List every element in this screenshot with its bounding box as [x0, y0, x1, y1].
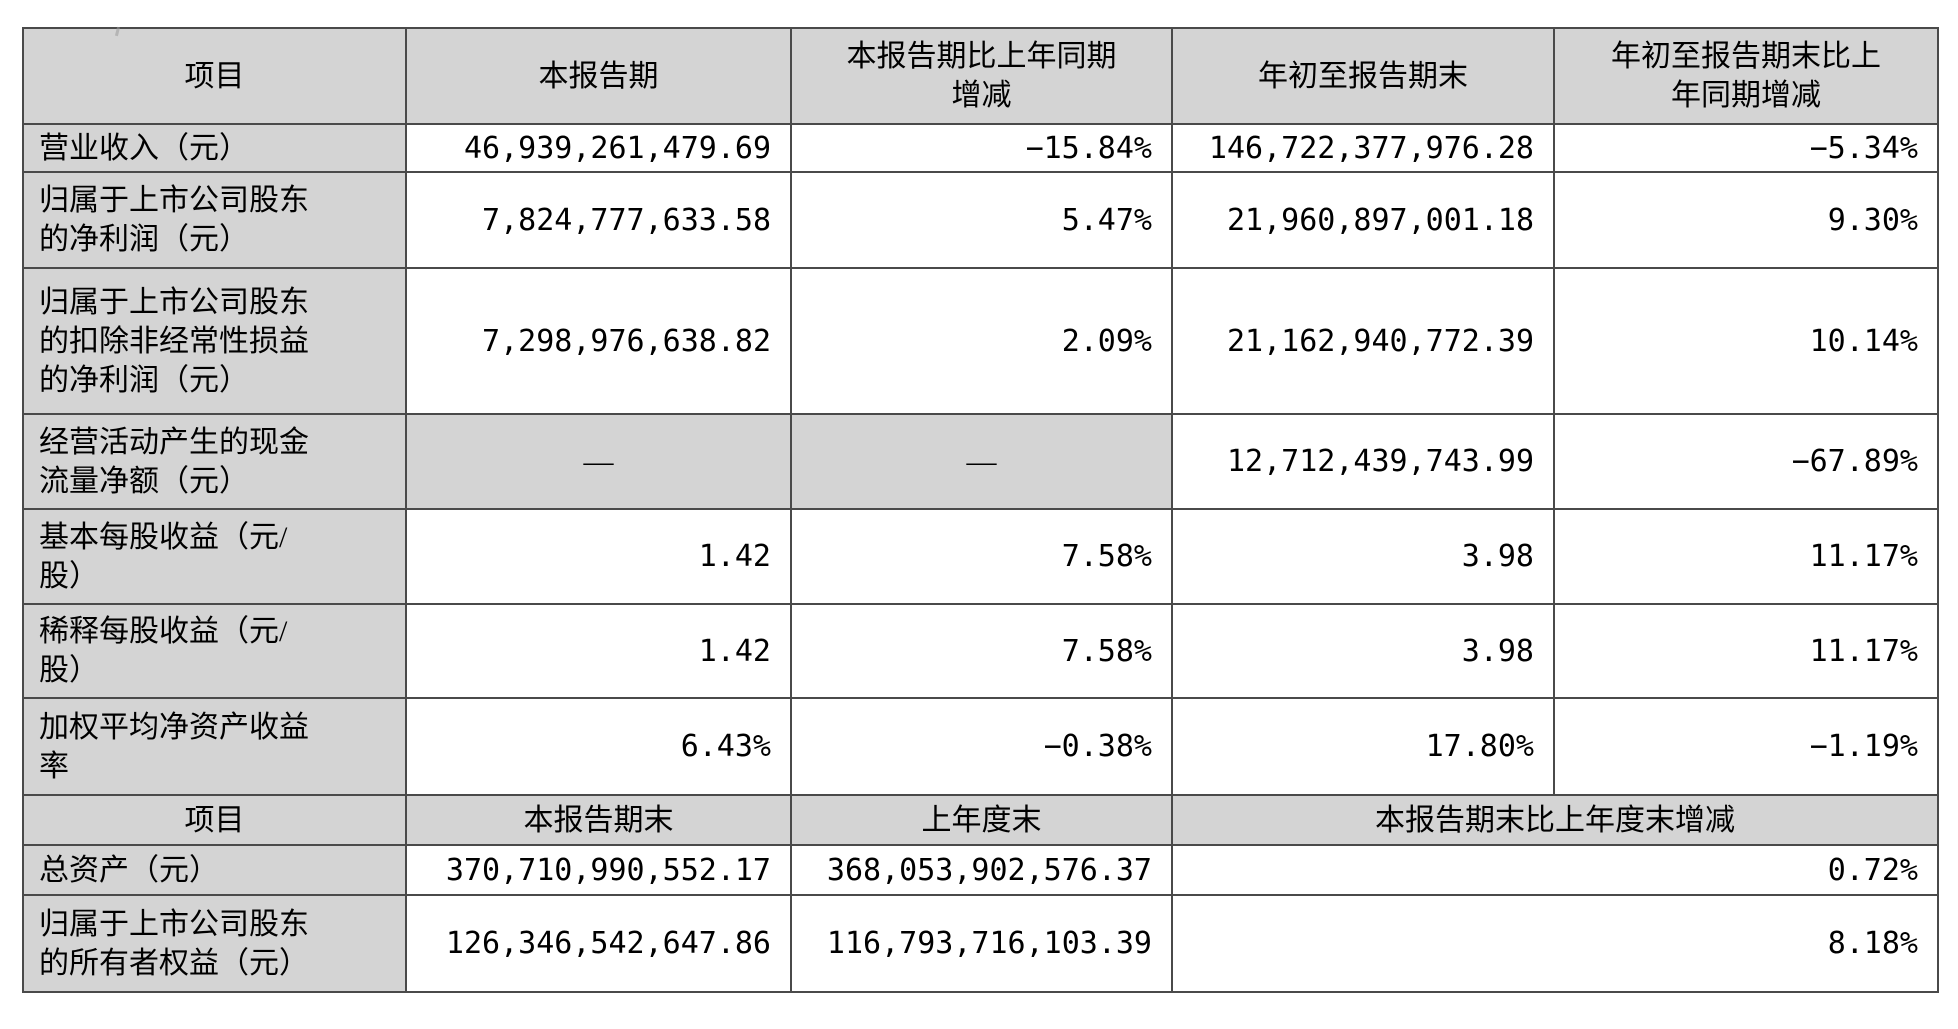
value-cell: 11.17%	[1553, 508, 1939, 605]
value-cell: 7.58%	[790, 603, 1173, 699]
column-header-cell: 年初至报告期末比上 年同期增减	[1553, 27, 1939, 125]
value-cell: 46,939,261,479.69	[405, 123, 792, 173]
column-header-cell: 上年度末	[790, 794, 1173, 846]
value-cell: 9.30%	[1553, 171, 1939, 269]
value-cell: 7,824,777,633.58	[405, 171, 792, 269]
value-cell: 8.18%	[1171, 894, 1939, 993]
table-row: 归属于上市公司股东 的所有者权益（元） 126,346,542,647.86 116…	[22, 894, 1939, 993]
value-cell: 5.47%	[790, 171, 1173, 269]
value-cell: 11.17%	[1553, 603, 1939, 699]
row-label-cell: 稀释每股收益（元/ 股）	[22, 603, 407, 699]
value-cell: 3.98	[1171, 508, 1555, 605]
value-cell: 116,793,716,103.39	[790, 894, 1173, 993]
table-row: 总资产（元） 370,710,990,552.17 368,053,902,576.…	[22, 844, 1939, 896]
row-label-cell: 营业收入（元）	[22, 123, 407, 173]
value-cell: 146,722,377,976.28	[1171, 123, 1555, 173]
value-cell: 3.98	[1171, 603, 1555, 699]
table-row: 归属于上市公司股东 的扣除非经常性损益 的净利润（元） 7,298,976,638…	[22, 267, 1939, 415]
value-cell: 12,712,439,743.99	[1171, 413, 1555, 510]
value-cell: 17.80%	[1171, 697, 1555, 796]
row-label-cell: 归属于上市公司股东 的净利润（元）	[22, 171, 407, 269]
value-cell: 370,710,990,552.17	[405, 844, 792, 896]
row-label-cell: 经营活动产生的现金 流量净额（元）	[22, 413, 407, 510]
row-label-cell: 归属于上市公司股东 的扣除非经常性损益 的净利润（元）	[22, 267, 407, 415]
value-cell: −15.84%	[790, 123, 1173, 173]
value-cell: 1.42	[405, 603, 792, 699]
table-row: 加权平均净资产收益 率 6.43% −0.38% 17.80% −1.19%	[22, 697, 1939, 796]
column-header-cell: 本报告期比上年同期 增减	[790, 27, 1173, 125]
value-cell: 6.43%	[405, 697, 792, 796]
column-header-cell: 年初至报告期末	[1171, 27, 1555, 125]
column-header-cell: 本报告期	[405, 27, 792, 125]
value-cell: 1.42	[405, 508, 792, 605]
header-row: 项目 本报告期 本报告期比上年同期 增减 年初至报告期末 年初至报告期末比上 年同期增减	[22, 27, 1939, 125]
value-cell: 10.14%	[1553, 267, 1939, 415]
column-header-cell: 项目	[22, 794, 407, 846]
value-cell: −1.19%	[1553, 697, 1939, 796]
row-label-cell: 总资产（元）	[22, 844, 407, 896]
table-row: 归属于上市公司股东 的净利润（元） 7,824,777,633.58 5.47% 21…	[22, 171, 1939, 269]
value-cell: 21,162,940,772.39	[1171, 267, 1555, 415]
header-row: 项目 本报告期末 上年度末 本报告期末比上年度末增减	[22, 794, 1939, 846]
value-cell: 2.09%	[790, 267, 1173, 415]
value-cell: 7,298,976,638.82	[405, 267, 792, 415]
financial-summary-table: 项目 本报告期 本报告期比上年同期 增减 年初至报告期末 年初至报告期末比上 年同期增减…	[22, 27, 1939, 993]
value-cell: 0.72%	[1171, 844, 1939, 896]
empty-value-cell: —	[790, 413, 1173, 510]
table-row: 营业收入（元） 46,939,261,479.69 −15.84% 146,722,3…	[22, 123, 1939, 173]
column-header-cell: 本报告期末比上年度末增减	[1171, 794, 1939, 846]
value-cell: −67.89%	[1553, 413, 1939, 510]
value-cell: 368,053,902,576.37	[790, 844, 1173, 896]
row-label-cell: 基本每股收益（元/ 股）	[22, 508, 407, 605]
row-label-cell: 归属于上市公司股东 的所有者权益（元）	[22, 894, 407, 993]
value-cell: 126,346,542,647.86	[405, 894, 792, 993]
table-row: 经营活动产生的现金 流量净额（元） — —12,712,439,743.99 −67.…	[22, 413, 1939, 510]
column-header-cell: 项目	[22, 27, 407, 125]
row-label-cell: 加权平均净资产收益 率	[22, 697, 407, 796]
value-cell: −0.38%	[790, 697, 1173, 796]
column-header-cell: 本报告期末	[405, 794, 792, 846]
value-cell: −5.34%	[1553, 123, 1939, 173]
empty-value-cell: —	[405, 413, 792, 510]
table-row: 基本每股收益（元/ 股） 1.42 7.58% 3.98 11.17%	[22, 508, 1939, 605]
value-cell: 21,960,897,001.18	[1171, 171, 1555, 269]
value-cell: 7.58%	[790, 508, 1173, 605]
document-page: { "table": { "colors": { "header_bg": "#…	[0, 26, 1958, 1029]
table-row: 稀释每股收益（元/ 股） 1.42 7.58% 3.98 11.17%	[22, 603, 1939, 699]
